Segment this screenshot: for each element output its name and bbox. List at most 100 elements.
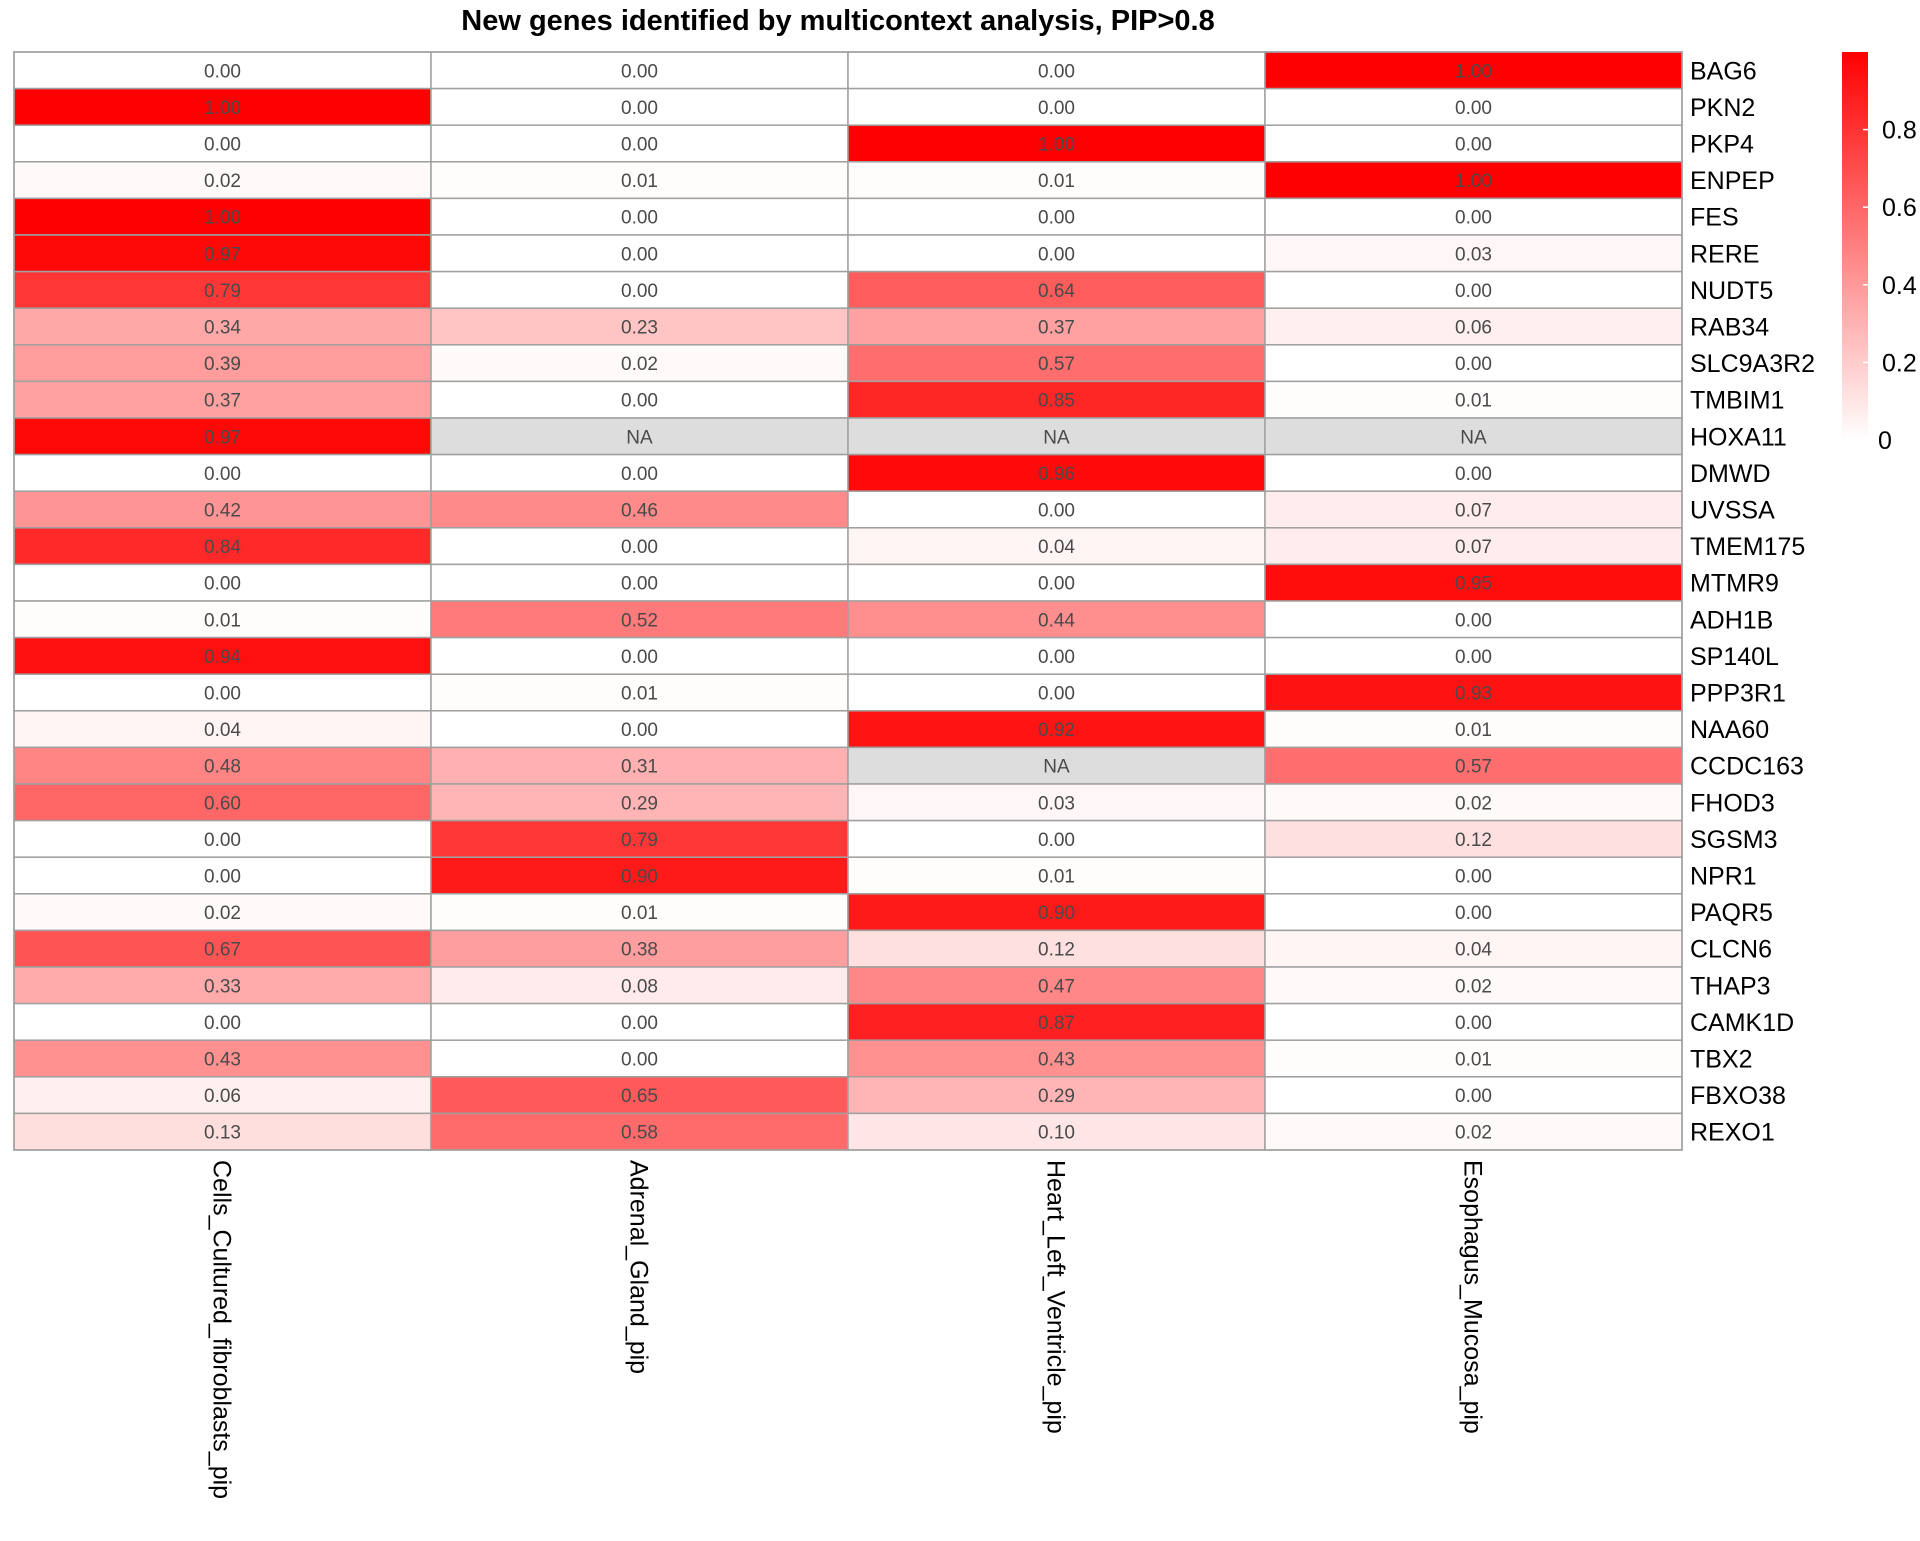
row-label: SLC9A3R2 <box>1690 350 1815 378</box>
cell-value-label: 0.00 <box>1038 830 1075 851</box>
heatmap-cell <box>1264 270 1683 309</box>
cell-value-label: 0.97 <box>204 427 241 448</box>
row-label: CCDC163 <box>1690 753 1804 781</box>
cell-value-label: 0.58 <box>621 1123 658 1144</box>
cell-value-label: 0.04 <box>1038 537 1075 558</box>
row-label: SGSM3 <box>1690 826 1778 854</box>
heatmap-cell <box>430 124 849 163</box>
row-label: ENPEP <box>1690 167 1775 195</box>
cell-value-label: 0.01 <box>1455 1050 1492 1071</box>
heatmap-cell <box>1264 893 1683 932</box>
column-labels: Cells_Cultured_fibroblasts_pip Adrenal_Gl… <box>208 1160 1487 1499</box>
cell-value-label: 0.00 <box>621 574 658 595</box>
heatmap-cell <box>1264 1002 1683 1041</box>
cell-value-label: 0.00 <box>204 867 241 888</box>
cell-value-label: NA <box>1043 427 1070 448</box>
cell-value-label: 0.01 <box>621 903 658 924</box>
heatmap-cell <box>13 746 432 785</box>
cell-value-label: 0.02 <box>204 171 241 192</box>
cell-value-label: 1.00 <box>204 98 241 119</box>
legend-tick-label: 0.4 <box>1882 272 1917 300</box>
heatmap-cell <box>847 490 1266 529</box>
cell-value-label: 0.00 <box>1038 647 1075 668</box>
cell-value-label: 0.00 <box>1038 244 1075 265</box>
cell-value-label: 0.00 <box>621 1013 658 1034</box>
cell-value-label: 0.43 <box>204 1050 241 1071</box>
heatmap-cell <box>1264 673 1683 712</box>
cell-value-label: 0.04 <box>1455 940 1492 961</box>
cell-value-label: 0.00 <box>1455 354 1492 375</box>
cell-value-label: 0.79 <box>204 281 241 302</box>
heatmap-cell <box>847 929 1266 968</box>
row-label: MTMR9 <box>1690 570 1779 598</box>
heatmap-cells: 0.00 0.00 0.00 1.00 1.00 0.00 0.00 0.00 0.00 0.00… <box>13 51 1683 1151</box>
cell-value-label: 0.00 <box>621 208 658 229</box>
row-label: CAMK1D <box>1690 1009 1794 1037</box>
row-label: ADH1B <box>1690 606 1773 634</box>
heatmap-cell <box>1264 161 1683 200</box>
cell-value-label: 0.03 <box>1455 244 1492 265</box>
column-label: Heart_Left_Ventricle_pip <box>1042 1160 1070 1434</box>
cell-value-label: 0.00 <box>1038 208 1075 229</box>
heatmap-cell <box>430 234 849 273</box>
heatmap-cell <box>847 636 1266 675</box>
cell-value-label: 0.13 <box>204 1123 241 1144</box>
row-label: HOXA11 <box>1690 423 1787 451</box>
heatmap-cell <box>1264 966 1683 1005</box>
heatmap-cell <box>847 380 1266 419</box>
heatmap-cell <box>847 893 1266 932</box>
cell-value-label: 0.00 <box>1455 1013 1492 1034</box>
cell-value-label: 0.00 <box>1038 574 1075 595</box>
cell-value-label: 0.00 <box>1455 1086 1492 1107</box>
column-label: Cells_Cultured_fibroblasts_pip <box>208 1160 236 1499</box>
cell-value-label: 0.04 <box>204 720 241 741</box>
heatmap-cell <box>13 51 432 90</box>
cell-value-label: 0.00 <box>621 61 658 82</box>
cell-value-label: 0.00 <box>621 135 658 156</box>
heatmap-cell <box>430 929 849 968</box>
cell-value-label: 0.00 <box>621 464 658 485</box>
heatmap-cell <box>847 783 1266 822</box>
legend-tick-label: 0.8 <box>1882 117 1917 145</box>
cell-value-label: 0.00 <box>1455 98 1492 119</box>
cell-value-label: 0.42 <box>204 501 241 522</box>
heatmap-cell <box>1264 87 1683 126</box>
cell-value-label: 0.43 <box>1038 1050 1075 1071</box>
cell-value-label: 0.03 <box>1038 793 1075 814</box>
cell-value-label: 1.00 <box>1455 61 1492 82</box>
cell-value-label: 0.00 <box>1455 208 1492 229</box>
heatmap-cell <box>13 1076 432 1115</box>
cell-value-label: 0.01 <box>1038 867 1075 888</box>
cell-value-label: 0.07 <box>1455 501 1492 522</box>
row-label: NUDT5 <box>1690 277 1773 305</box>
row-label: UVSSA <box>1690 497 1775 525</box>
heatmap-cell <box>847 197 1266 236</box>
heatmap-cell <box>1264 344 1683 383</box>
heatmap-cell <box>430 197 849 236</box>
heatmap-cell <box>430 417 849 456</box>
heatmap-cell <box>430 490 849 529</box>
cell-value-label: 0.39 <box>204 354 241 375</box>
cell-value-label: 0.00 <box>1455 647 1492 668</box>
heatmap-cell <box>1264 710 1683 749</box>
cell-value-label: 0.00 <box>204 574 241 595</box>
row-label: FBXO38 <box>1690 1082 1786 1110</box>
heatmap-cell <box>847 1002 1266 1041</box>
cell-value-label: 0.52 <box>621 610 658 631</box>
cell-value-label: 0.00 <box>621 244 658 265</box>
heatmap-cell <box>13 453 432 492</box>
cell-value-label: 0.00 <box>1038 501 1075 522</box>
row-label: FES <box>1690 204 1739 232</box>
row-labels: BAG6 PKN2 PKP4 ENPEP FES RERE NUDT5 RAB34 SLC9A3… <box>1690 57 1815 1146</box>
heatmap-cell <box>847 270 1266 309</box>
cell-value-label: 0.01 <box>621 684 658 705</box>
cell-value-label: 0.00 <box>204 464 241 485</box>
row-label: RAB34 <box>1690 314 1769 342</box>
cell-value-label: 0.92 <box>1038 720 1075 741</box>
heatmap-cell <box>430 1039 849 1078</box>
cell-value-label: 0.85 <box>1038 391 1075 412</box>
cell-value-label: 0.97 <box>204 244 241 265</box>
cell-value-label: 0.02 <box>1455 976 1492 997</box>
heatmap-cell <box>13 307 432 346</box>
cell-value-label: 0.00 <box>1038 98 1075 119</box>
